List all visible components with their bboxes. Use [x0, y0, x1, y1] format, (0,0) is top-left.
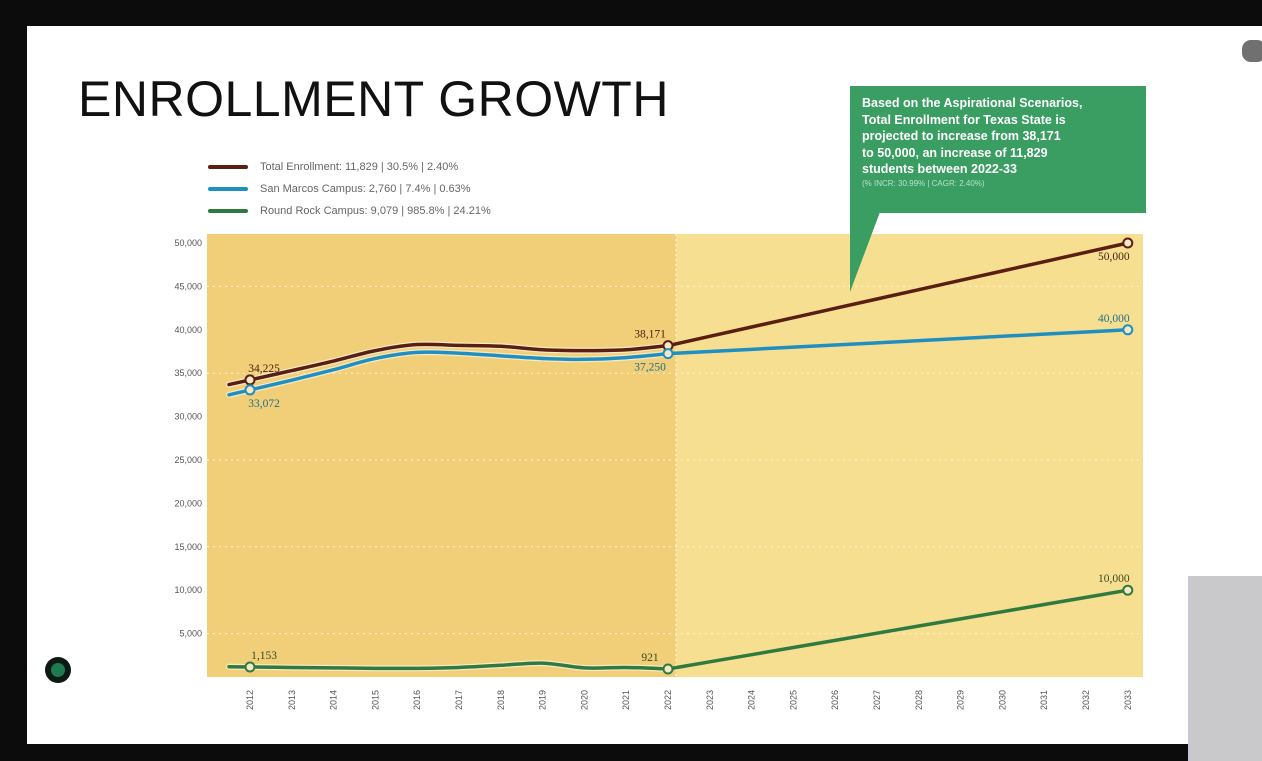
callout-line: Total Enrollment for Texas State is	[862, 112, 1066, 127]
callout-box: Based on the Aspirational Scenarios, Tot…	[850, 86, 1146, 213]
data-label-san_marcos: 37,250	[634, 362, 666, 374]
data-point-round_rock	[244, 661, 256, 673]
x-tick-label: 2033	[1123, 690, 1133, 710]
data-label-total: 34,225	[248, 363, 280, 375]
data-point-round_rock	[1122, 584, 1134, 596]
legend-label-san-marcos: San Marcos Campus: 2,760 | 7.4% | 0.63%	[260, 183, 471, 195]
x-tick-label: 2030	[997, 690, 1007, 710]
data-point-san_marcos	[662, 348, 674, 360]
panel-handle[interactable]	[1242, 40, 1262, 62]
x-tick-label: 2029	[956, 690, 966, 710]
data-label-total: 50,000	[1098, 251, 1130, 263]
y-tick-label: 20,000	[174, 498, 202, 508]
x-tick-label: 2025	[788, 690, 798, 710]
x-tick-label: 2020	[579, 690, 589, 710]
data-label-san_marcos: 33,072	[248, 398, 280, 410]
status-dot-inner	[51, 663, 65, 677]
x-tick-label: 2016	[412, 690, 422, 710]
series-line-san_marcos	[227, 350, 670, 397]
y-tick-label: 45,000	[174, 281, 202, 291]
legend-label-total: Total Enrollment: 11,829 | 30.5% | 2.40%	[260, 161, 459, 173]
y-tick-label: 35,000	[174, 368, 202, 378]
x-tick-label: 2022	[663, 690, 673, 710]
callout-pointer	[850, 212, 880, 292]
series-projection-san_marcos	[666, 328, 1130, 356]
data-label-san_marcos: 40,000	[1098, 313, 1130, 325]
x-tick-label: 2012	[245, 690, 255, 710]
side-panel	[1188, 576, 1262, 761]
data-label-total: 38,171	[634, 329, 666, 341]
projected-region	[676, 234, 1143, 677]
legend-item-san-marcos: San Marcos Campus: 2,760 | 7.4% | 0.63%	[208, 178, 491, 200]
callout-line: students between 2022-33	[862, 162, 1017, 176]
callout-line: to 50,000, an increase of 11,829	[862, 145, 1048, 160]
data-label-round_rock: 10,000	[1098, 573, 1130, 585]
legend-swatch-round-rock	[208, 209, 248, 213]
data-label-round_rock: 921	[641, 652, 659, 664]
callout-line: projected to increase from 38,171	[862, 129, 1061, 143]
y-tick-label: 5,000	[179, 629, 202, 639]
x-tick-label: 2024	[747, 690, 757, 710]
callout-note: (% INCR: 30.99% | CAGR: 2.40%)	[862, 178, 985, 188]
x-tick-label: 2015	[370, 690, 380, 710]
legend-item-total: Total Enrollment: 11,829 | 30.5% | 2.40%	[208, 156, 491, 178]
y-tick-label: 25,000	[174, 455, 202, 465]
callout-line: Based on the Aspirational Scenarios,	[862, 96, 1083, 110]
chart-legend: Total Enrollment: 11,829 | 30.5% | 2.40%…	[208, 156, 491, 222]
x-tick-label: 2019	[538, 690, 548, 710]
x-tick-label: 2023	[705, 690, 715, 710]
series-projection-round_rock	[666, 588, 1130, 671]
y-tick-label: 10,000	[174, 585, 202, 595]
legend-swatch-total	[208, 165, 248, 169]
legend-label-round-rock: Round Rock Campus: 9,079 | 985.8% | 24.2…	[260, 205, 491, 217]
slide-title: ENROLLMENT GROWTH	[78, 71, 669, 127]
x-tick-label: 2026	[830, 690, 840, 710]
data-point-total	[1122, 237, 1134, 249]
historical-region	[207, 234, 676, 677]
x-tick-label: 2031	[1039, 690, 1049, 710]
y-tick-label: 50,000	[174, 238, 202, 248]
data-point-san_marcos	[244, 384, 256, 396]
x-tick-label: 2018	[496, 690, 506, 710]
x-tick-label: 2028	[914, 690, 924, 710]
series-projection-total	[666, 241, 1130, 348]
x-tick-label: 2014	[329, 690, 339, 710]
data-point-san_marcos	[1122, 324, 1134, 336]
data-point-total	[244, 374, 256, 386]
status-dot-icon[interactable]	[45, 657, 71, 683]
data-point-round_rock	[662, 663, 674, 675]
x-tick-label: 2017	[454, 690, 464, 710]
x-tick-label: 2021	[621, 690, 631, 710]
legend-item-round-rock: Round Rock Campus: 9,079 | 985.8% | 24.2…	[208, 200, 491, 222]
series-line-total	[227, 342, 670, 387]
y-tick-label: 40,000	[174, 325, 202, 335]
x-tick-label: 2013	[287, 690, 297, 710]
y-tick-label: 30,000	[174, 412, 202, 422]
data-label-round_rock: 1,153	[251, 650, 277, 662]
y-tick-label: 15,000	[174, 542, 202, 552]
x-tick-label: 2027	[872, 690, 882, 710]
legend-swatch-san-marcos	[208, 187, 248, 191]
x-tick-label: 2032	[1081, 690, 1091, 710]
series-line-round_rock	[227, 661, 670, 671]
